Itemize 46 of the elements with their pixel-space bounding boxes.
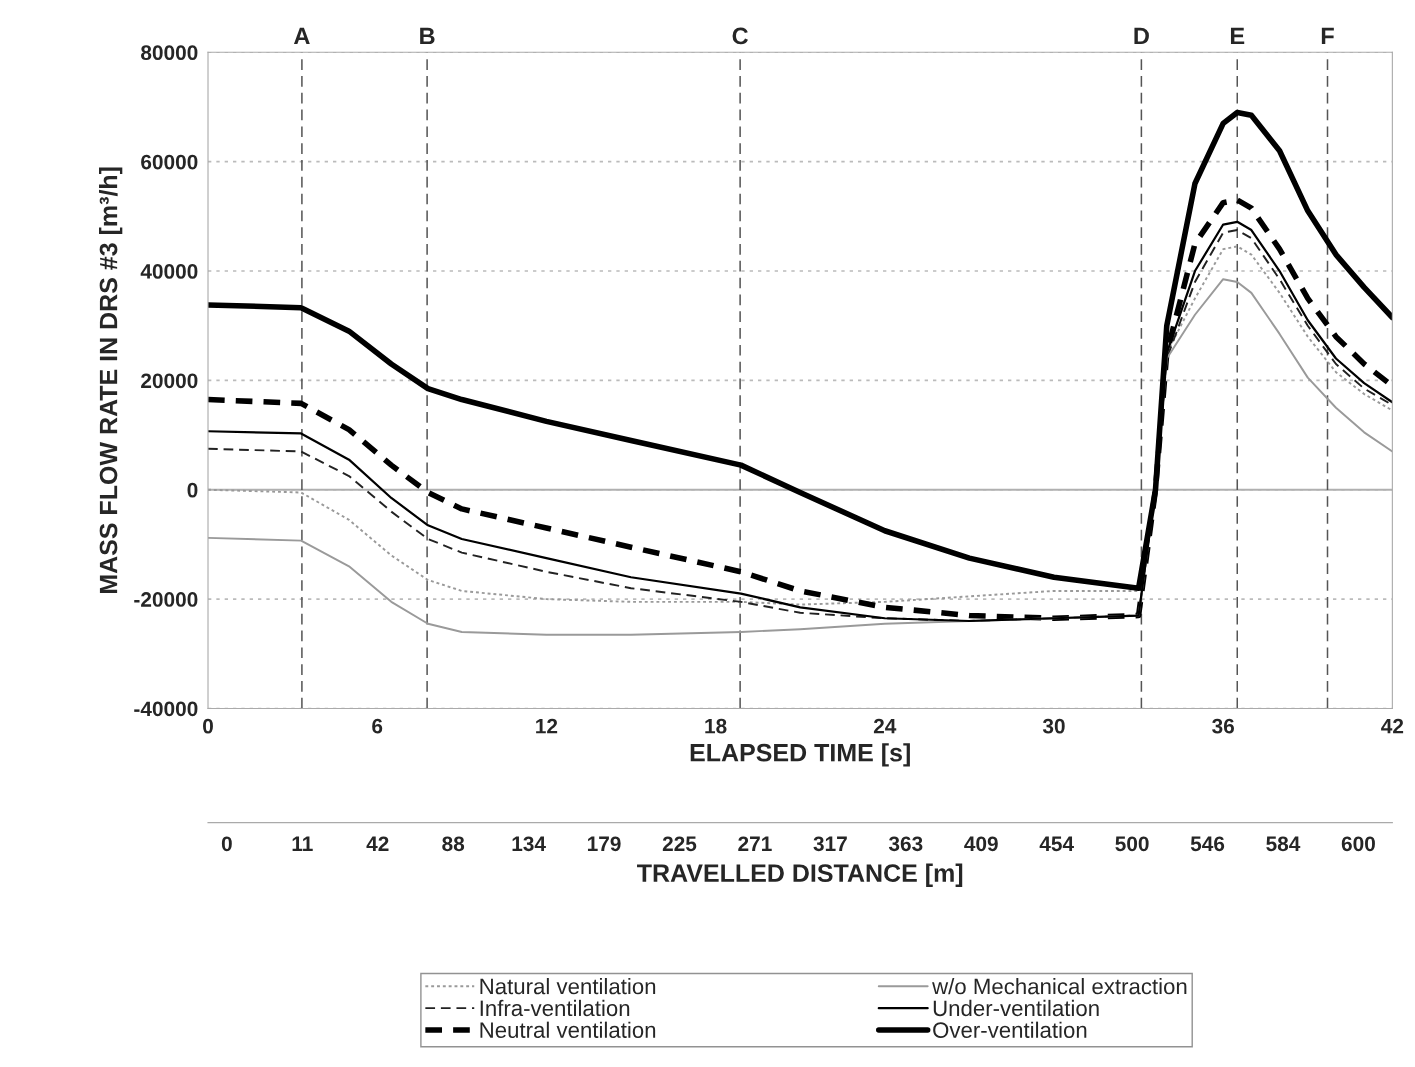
x-axis-title: ELAPSED TIME [s]: [690, 743, 910, 767]
category-label: 454: [1039, 836, 1074, 852]
category-label: 409: [964, 836, 998, 852]
x-tick-label: 42: [1381, 718, 1404, 734]
y-tick-label: 80000: [141, 45, 198, 61]
ref-line-label: A: [293, 27, 310, 45]
category-label: 317: [813, 836, 847, 852]
category-label: 584: [1266, 836, 1301, 852]
ref-line-label: F: [1321, 27, 1334, 45]
category-label: 179: [587, 836, 621, 852]
ref-line-label: D: [1134, 27, 1149, 45]
category-label: 271: [738, 836, 772, 851]
y-tick-label: 0: [187, 482, 198, 498]
x-tick-label: 18: [705, 718, 727, 734]
y-tick-label: 60000: [141, 154, 198, 170]
ref-line-label: B: [420, 27, 435, 45]
x-tick-label: 6: [372, 718, 383, 734]
legend-label: w/o Mechanical extraction: [932, 977, 1187, 995]
category-label: 88: [442, 836, 465, 852]
x-tick-label: 0: [203, 718, 213, 734]
category-label: 134: [512, 836, 546, 852]
y-tick-label: 20000: [141, 373, 198, 389]
ref-line-label: C: [732, 27, 748, 45]
category-label: 363: [888, 836, 923, 852]
y-tick-label: -20000: [134, 592, 198, 607]
category-label: 600: [1341, 836, 1375, 852]
category-label: 11: [292, 836, 313, 851]
y-axis-title: MASS FLOW RATE IN DRS #3 [m³/h]: [99, 167, 123, 594]
text: TRAVELLED DISTANCE [m]: [637, 863, 963, 887]
category-label: 0: [221, 836, 232, 852]
x-tick-label: 24: [873, 718, 897, 734]
legend-label: Under-ventilation: [933, 999, 1099, 1017]
legend-label: Natural ventilation: [480, 977, 656, 995]
category-label: 500: [1115, 836, 1149, 852]
ref-line-label: E: [1230, 27, 1245, 45]
category-label: 225: [662, 836, 697, 852]
x-tick-label: 30: [1042, 718, 1065, 734]
legend-label: Over-ventilation: [933, 1021, 1087, 1038]
y-tick-label: -40000: [134, 701, 198, 717]
category-label: 546: [1190, 836, 1225, 852]
x-tick-label: 12: [536, 718, 558, 734]
legend-label: Infra-ventilation: [480, 999, 630, 1017]
y-tick-label: 40000: [140, 264, 198, 279]
legend-label: Neutral ventilation: [480, 1021, 656, 1038]
category-label: 42: [366, 836, 389, 851]
x-tick-label: 36: [1212, 718, 1234, 734]
